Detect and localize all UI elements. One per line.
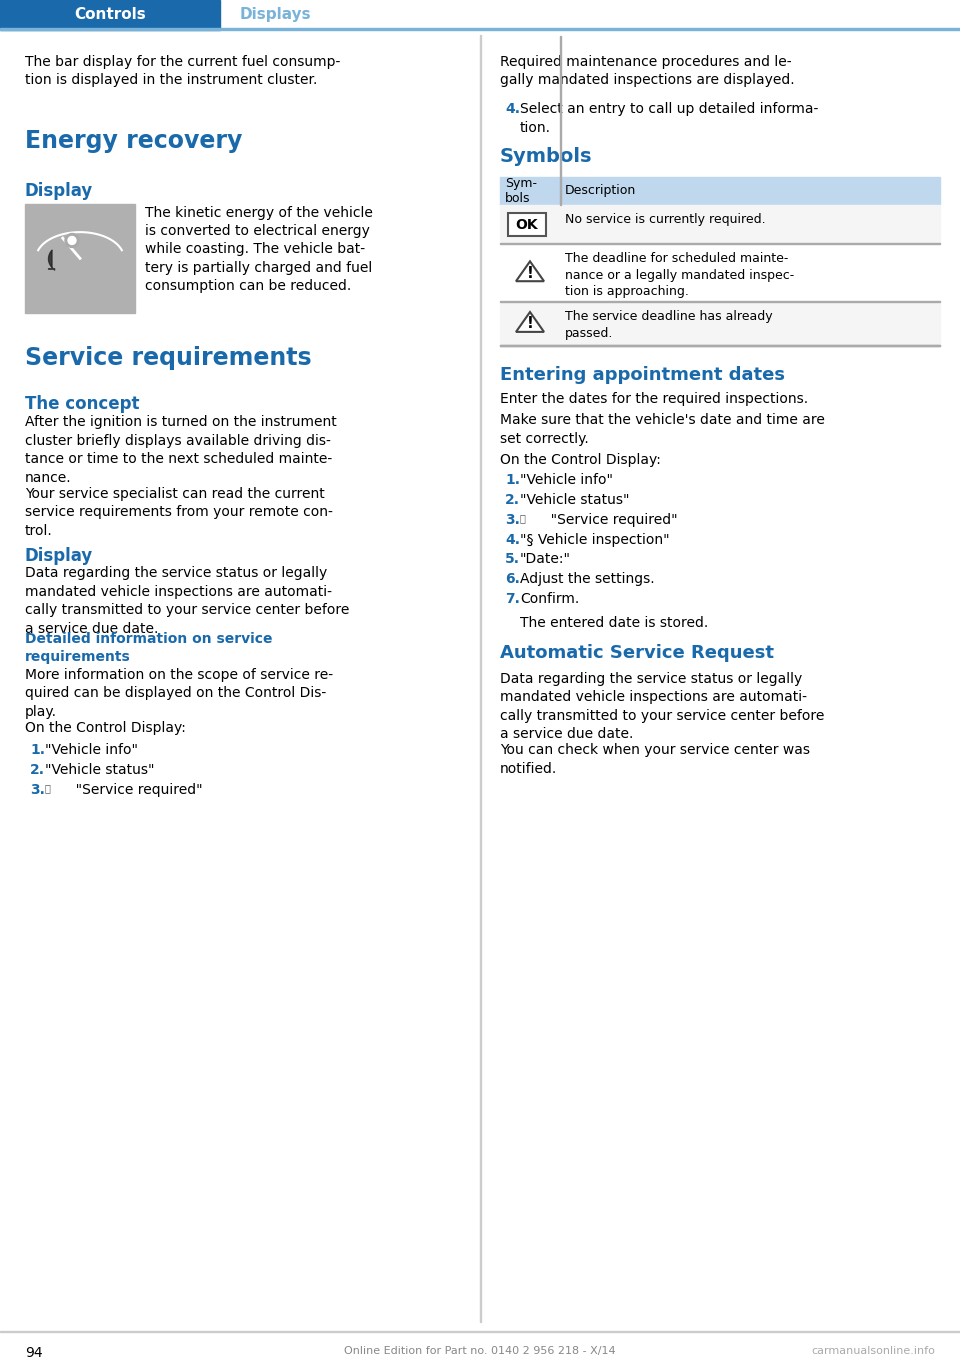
Bar [500,204,940,244]
Bar [560,35,561,204]
Text: Controls: Controls [74,7,146,22]
Text: Description: Description [565,184,636,197]
Text: Adjust the settings.: Adjust the settings. [520,572,655,587]
Text: "Vehicle status": "Vehicle status" [520,493,630,507]
Text: 1.: 1. [30,744,45,757]
Polygon shape [516,312,544,332]
Text: The entered date is stored.: The entered date is stored. [520,616,708,631]
Circle shape [65,233,79,248]
Text: carmanualsonline.info: carmanualsonline.info [811,1347,935,1357]
Text: 🚗: 🚗 [520,512,526,523]
Text: Display: Display [25,183,93,200]
Text: "Vehicle info": "Vehicle info" [520,473,613,488]
Text: Service requirements: Service requirements [25,346,312,370]
Text: Sym-
bols: Sym- bols [505,177,537,204]
Text: On the Control Display:: On the Control Display: [500,454,660,467]
Text: The service deadline has already
passed.: The service deadline has already passed. [565,311,773,339]
Text: 2.: 2. [30,763,45,778]
Text: 3.: 3. [30,783,45,797]
Text: 3.: 3. [505,512,520,527]
Text: 2.: 2. [505,493,520,507]
Text: No service is currently required.: No service is currently required. [565,212,766,226]
Text: 6.: 6. [505,572,520,587]
Text: 94: 94 [25,1347,42,1361]
Text: !: ! [527,316,534,331]
Polygon shape [516,262,544,281]
Text: You can check when your service center was
notified.: You can check when your service center w… [500,744,810,776]
Bar [0,0,960,30]
Bar [508,212,546,237]
Text: The deadline for scheduled mainte-
nance or a legally mandated inspec-
tion is a: The deadline for scheduled mainte- nance… [565,252,794,298]
Text: Data regarding the service status or legally
mandated vehicle inspections are au: Data regarding the service status or leg… [500,671,825,741]
Text: "Date:": "Date:" [520,553,571,567]
Text: Detailed information on service
requirements: Detailed information on service requirem… [25,632,273,665]
Bar [500,177,940,204]
Text: Entering appointment dates: Entering appointment dates [500,365,785,384]
Text: Energy recovery: Energy recovery [25,129,242,153]
Text: "Vehicle status": "Vehicle status" [45,763,155,778]
Bar [0,0,960,30]
Text: Required maintenance procedures and le-
gally mandated inspections are displayed: Required maintenance procedures and le- … [500,54,795,87]
Text: Your service specialist can read the current
service requirements from your remo: Your service specialist can read the cur… [25,486,333,538]
Text: Symbols: Symbols [500,147,592,166]
Text: 4.: 4. [505,102,520,116]
Text: After the ignition is turned on the instrument
cluster briefly displays availabl: After the ignition is turned on the inst… [25,415,337,485]
Bar [480,35,481,1321]
Text: Automatic Service Request: Automatic Service Request [500,644,774,662]
Text: The kinetic energy of the vehicle
is converted to electrical energy
while coasti: The kinetic energy of the vehicle is con… [145,206,372,293]
Bar [0,27,960,30]
Text: OK: OK [516,218,539,232]
Text: "Service required": "Service required" [520,512,678,527]
Bar [25,204,135,313]
Text: Display: Display [25,546,93,564]
Circle shape [68,237,76,244]
Text: "Service required": "Service required" [45,783,203,797]
Text: Displays: Displays [240,7,312,22]
Text: 🚗: 🚗 [45,783,51,793]
Text: 1.: 1. [505,473,520,488]
Bar [0,0,220,30]
Text: The concept: The concept [25,395,139,414]
Text: Enter the dates for the required inspections.: Enter the dates for the required inspect… [500,391,808,406]
Text: 7.: 7. [505,592,520,606]
Text: 5.: 5. [505,553,520,567]
Text: Online Edition for Part no. 0140 2 956 218 - X/14: Online Edition for Part no. 0140 2 956 2… [345,1347,615,1357]
Bar [500,244,940,302]
Text: Confirm.: Confirm. [520,592,579,606]
Text: Make sure that the vehicle's date and time are
set correctly.: Make sure that the vehicle's date and ti… [500,414,825,445]
Text: The bar display for the current fuel consump-
tion is displayed in the instrumen: The bar display for the current fuel con… [25,54,341,87]
Text: On the Control Display:: On the Control Display: [25,722,186,735]
Text: More information on the scope of service re-
quired can be displayed on the Cont: More information on the scope of service… [25,667,333,719]
Text: "Vehicle info": "Vehicle info" [45,744,138,757]
Text: !: ! [527,266,534,281]
Text: Select an entry to call up detailed informa-
tion.: Select an entry to call up detailed info… [520,102,818,135]
Text: 4.: 4. [505,533,520,546]
Bar [500,302,940,346]
Text: "§ Vehicle inspection": "§ Vehicle inspection" [520,533,670,546]
Text: Data regarding the service status or legally
mandated vehicle inspections are au: Data regarding the service status or leg… [25,567,349,636]
